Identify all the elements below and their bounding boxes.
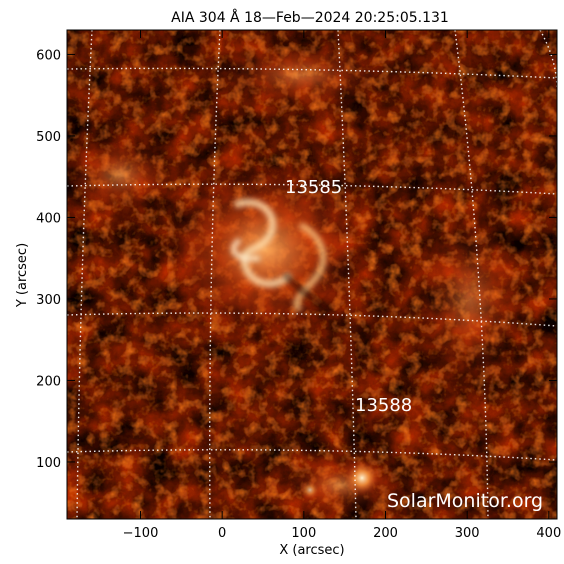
active-region-13585-loops [231,198,327,313]
plot-frame [66,29,558,520]
active-region-label: 13585 [285,177,342,198]
watermark: SolarMonitor.org [387,490,543,512]
latitude-line [67,183,557,195]
x-tick-label: 400 [536,526,561,541]
x-axis-label: X (arcsec) [279,543,344,558]
x-tick-label: 200 [373,526,398,541]
plot-title: AIA 304 Å 18—Feb—2024 20:25:05.131 [171,9,449,26]
y-axis: 100 200 300 400 500 600 [36,48,557,471]
latitude-line [67,449,557,461]
x-tick-label: 0 [218,526,226,541]
solar-image [67,30,557,519]
longitude-line [539,30,557,91]
heliographic-grid [67,30,557,519]
latitude-line [67,312,557,327]
y-tick-label: 200 [36,374,61,389]
y-tick-label: 500 [36,130,61,145]
x-tick-label: 100 [291,526,316,541]
y-tick-label: 400 [36,211,61,226]
x-tick-label: −100 [123,526,159,541]
y-axis-label: Y (arcsec) [15,243,30,308]
y-tick-label: 300 [36,293,61,308]
longitude-line [454,30,489,519]
y-tick-label: 600 [36,48,61,63]
y-tick-label: 100 [36,456,61,471]
latitude-line [67,67,557,79]
x-tick-label: 300 [455,526,480,541]
x-axis: −100 0 100 200 300 400 [123,30,561,541]
active-region-label: 13588 [355,395,412,416]
